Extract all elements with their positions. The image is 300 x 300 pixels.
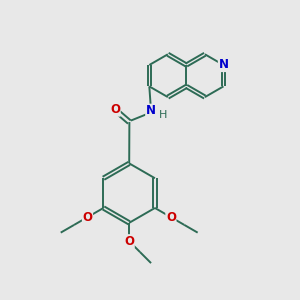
Text: N: N [146,104,156,117]
Text: O: O [166,211,176,224]
Text: N: N [218,58,228,71]
Text: H: H [159,110,167,120]
Text: O: O [82,211,92,224]
Text: O: O [110,103,120,116]
Text: O: O [124,235,134,248]
